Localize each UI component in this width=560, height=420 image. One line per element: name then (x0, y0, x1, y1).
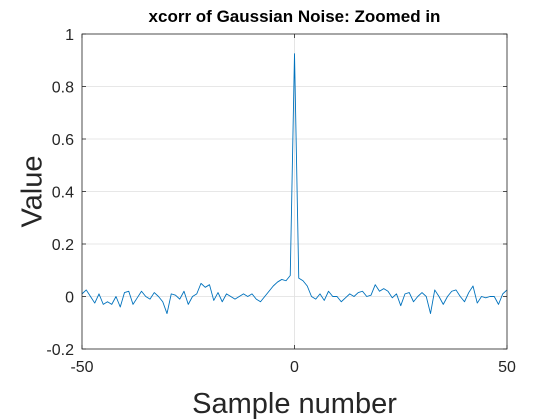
x-tick-label: 0 (290, 359, 299, 376)
y-tick-label: 0.4 (52, 185, 74, 202)
x-axis-label: Sample number (192, 388, 397, 420)
y-tick-label: 1 (65, 27, 74, 44)
x-tick-label: -50 (70, 359, 93, 376)
x-tick-label: 50 (498, 359, 516, 376)
y-axis-label: Value (17, 155, 49, 227)
y-tick-label: 0.2 (52, 237, 74, 254)
ticks: -50 0 50 -0.2 0 0.2 0.4 0.6 0.8 1 (46, 27, 516, 376)
y-tick-label: -0.2 (46, 342, 74, 359)
y-tick-label: 0.8 (52, 80, 74, 97)
series-layer (81, 53, 508, 315)
y-tick-label: 0 (65, 290, 74, 307)
series-line (81, 53, 508, 315)
chart-title: xcorr of Gaussian Noise: Zoomed in (149, 7, 441, 26)
y-tick-label: 0.6 (52, 132, 74, 149)
